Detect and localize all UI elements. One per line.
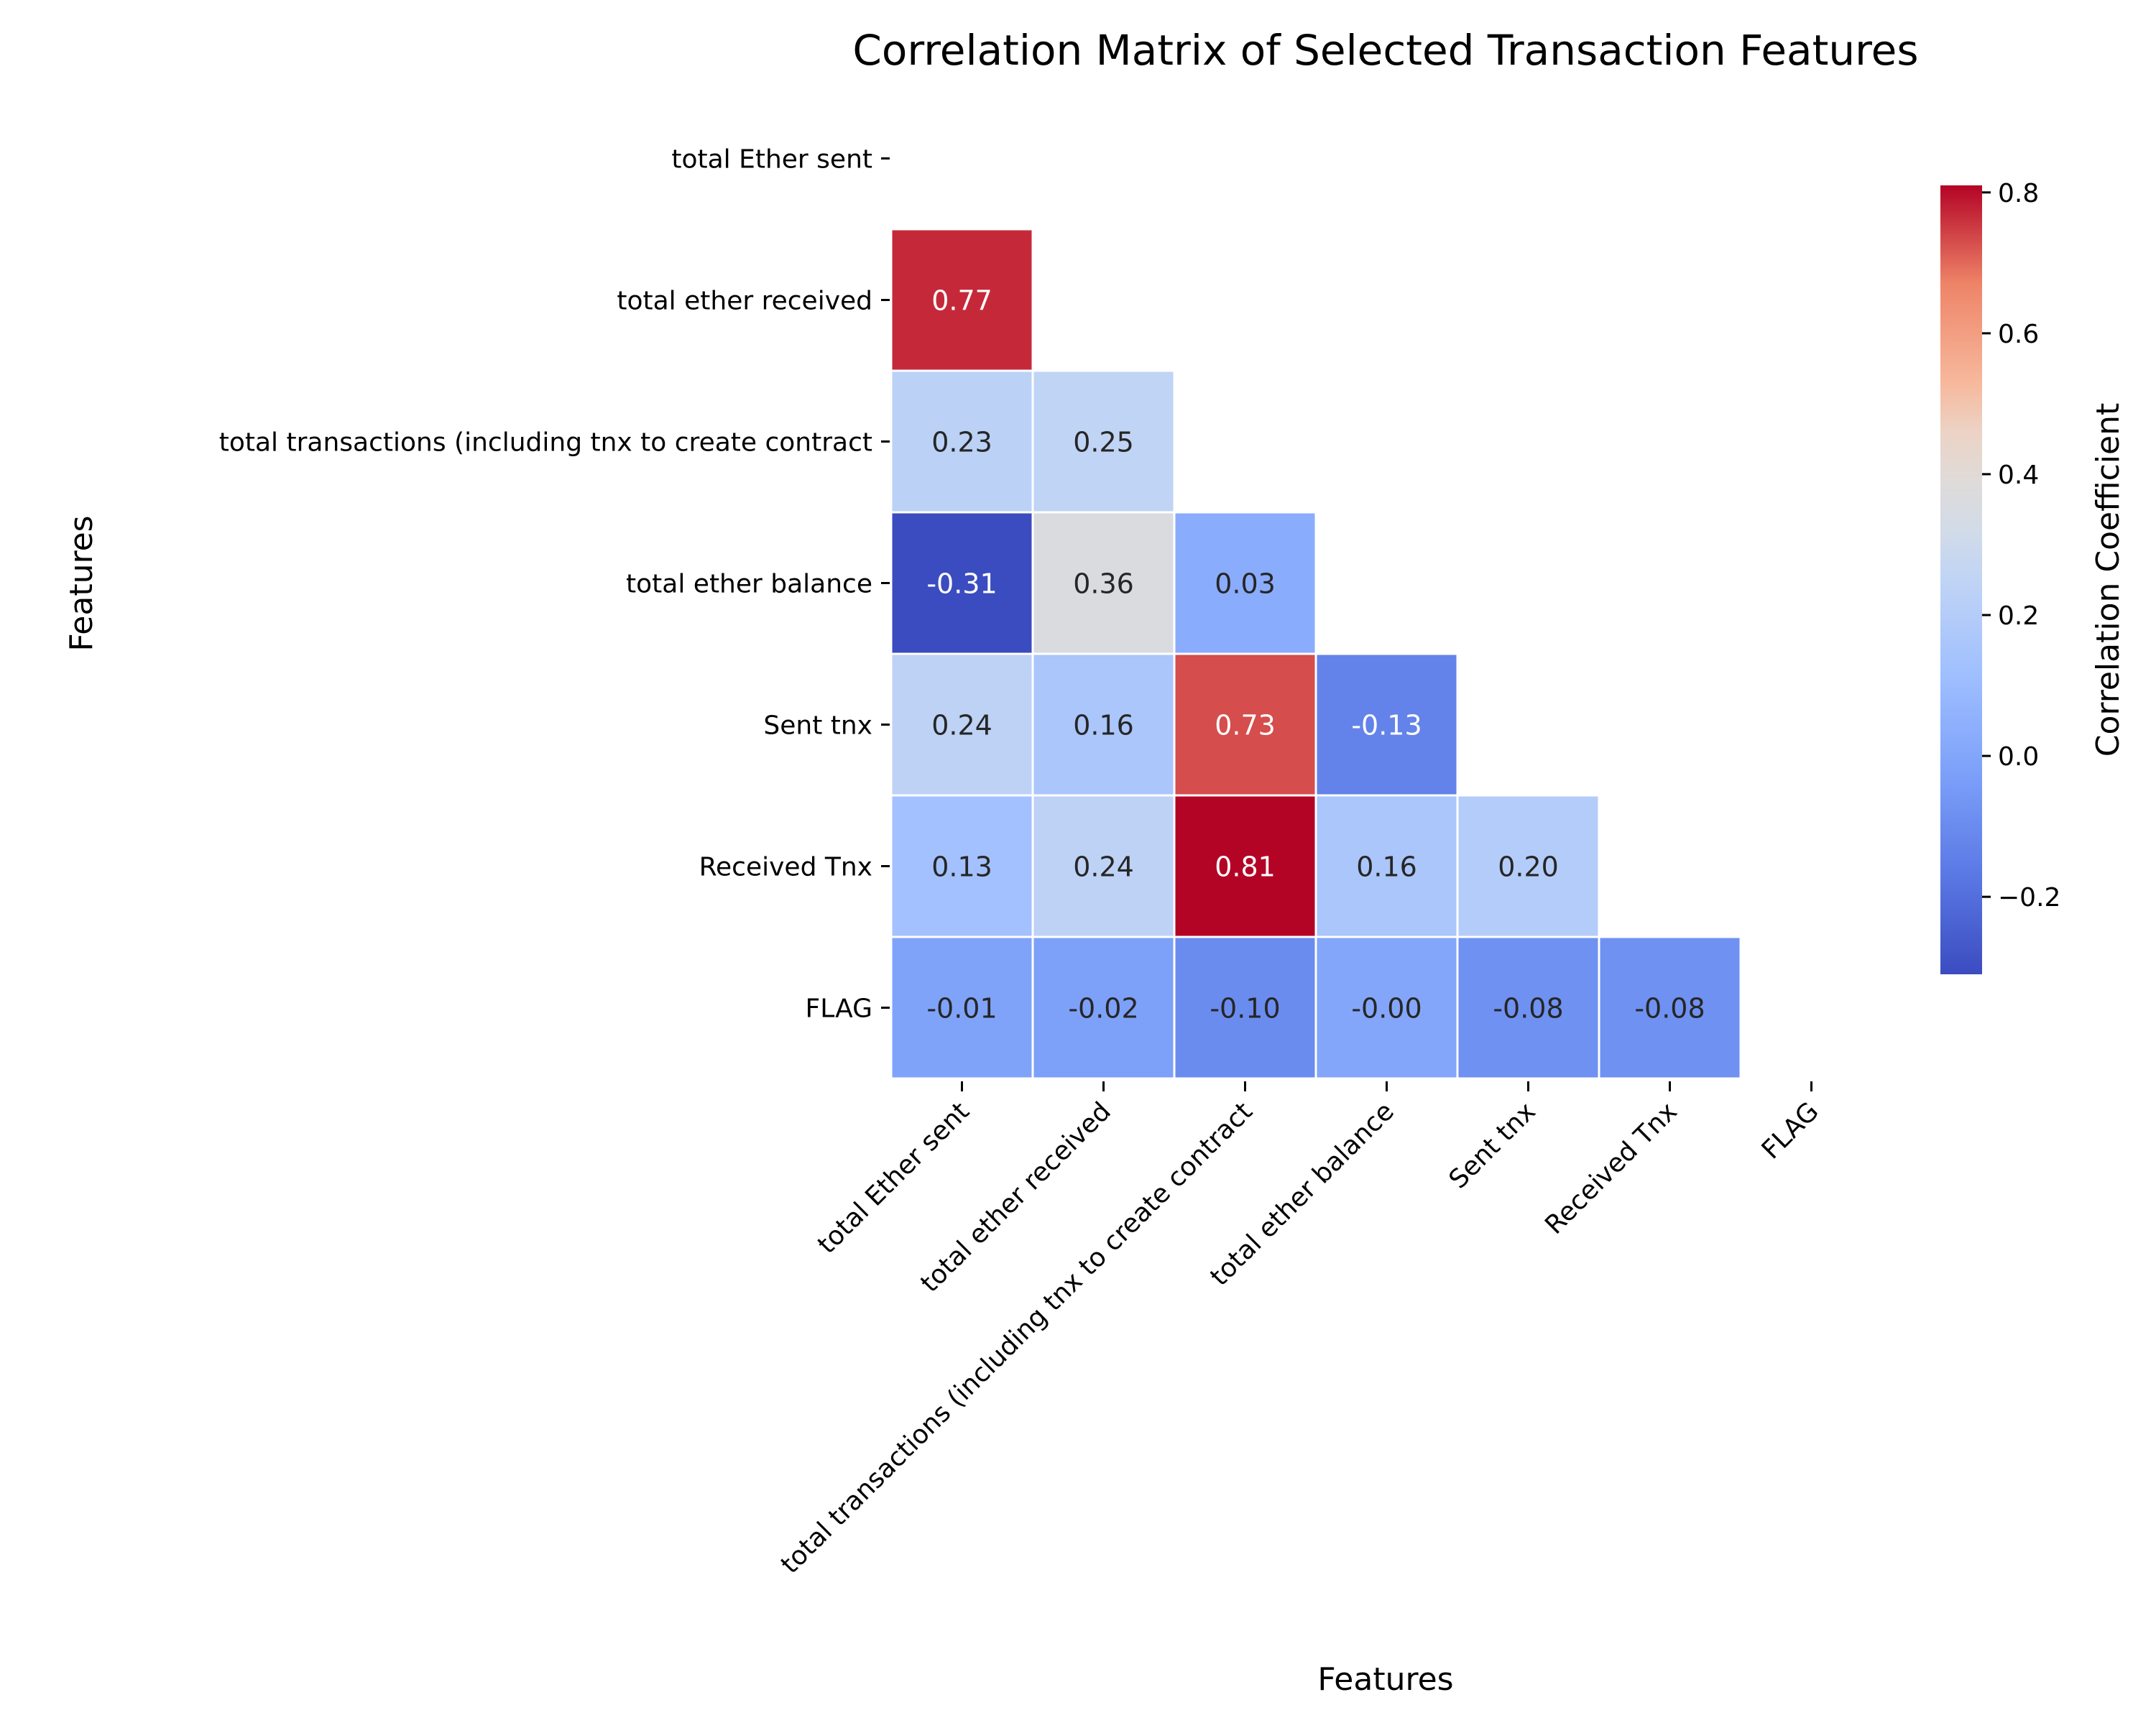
cell-value-r4-c2: 0.73 bbox=[1215, 710, 1276, 741]
x-tick-label-2: total transactions (including tnx to cre… bbox=[775, 1096, 1258, 1579]
heatmap-cell-r2-c0 bbox=[890, 369, 1034, 514]
cell-value-r4-c1: 0.16 bbox=[1073, 710, 1134, 741]
heatmap-cell-r4-c3 bbox=[1314, 652, 1459, 797]
cell-value-r2-c1: 0.25 bbox=[1073, 427, 1134, 458]
cell-value-r5-c0: 0.13 bbox=[931, 851, 992, 883]
heatmap-cell-r5-c1 bbox=[1031, 794, 1176, 938]
heatmap-cell-r5-c3 bbox=[1314, 794, 1459, 938]
colorbar-tick-label-1: 0.6 bbox=[1998, 320, 2039, 349]
cell-value-r6-c0: -0.01 bbox=[926, 993, 997, 1025]
cell-value-r5-c1: 0.24 bbox=[1073, 851, 1134, 883]
cell-value-r6-c5: -0.08 bbox=[1634, 993, 1705, 1025]
colorbar-tick-label-2: 0.4 bbox=[1998, 461, 2039, 490]
x-tick-label-6: FLAG bbox=[1756, 1096, 1825, 1165]
heatmap-cell-r6-c3 bbox=[1314, 935, 1459, 1080]
x-tick-label-0: total Ether sent bbox=[812, 1096, 975, 1260]
heatmap-cells bbox=[890, 228, 1742, 1080]
y-tick-label-3: total ether balance bbox=[626, 570, 872, 599]
colorbar-tick-label-0: 0.8 bbox=[1998, 179, 2039, 208]
x-axis-label: Features bbox=[1317, 1661, 1453, 1698]
heatmap-cell-r6-c0 bbox=[890, 935, 1034, 1080]
x-tick-label-4: Sent tnx bbox=[1444, 1096, 1542, 1194]
y-tick-label-4: Sent tnx bbox=[763, 711, 872, 741]
cell-value-r6-c4: -0.08 bbox=[1493, 993, 1563, 1025]
colorbar-tick-label-5: −0.2 bbox=[1998, 883, 2060, 912]
cell-value-r3-c1: 0.36 bbox=[1073, 568, 1134, 600]
cell-value-r4-c3: -0.13 bbox=[1351, 710, 1422, 741]
y-tick-label-2: total transactions (including tnx to cre… bbox=[219, 428, 872, 458]
colorbar-tick-label-3: 0.2 bbox=[1998, 601, 2039, 631]
cell-value-r1-c0: 0.77 bbox=[931, 285, 992, 317]
heatmap-cell-r6-c4 bbox=[1456, 935, 1600, 1080]
heatmap-cell-r3-c2 bbox=[1173, 511, 1317, 655]
cell-value-r5-c2: 0.81 bbox=[1215, 851, 1276, 883]
colorbar-tick-label-4: 0.0 bbox=[1998, 742, 2039, 772]
chart-title: Correlation Matrix of Selected Transacti… bbox=[852, 26, 1918, 75]
heatmap-cell-r1-c0 bbox=[890, 228, 1034, 372]
cell-value-r5-c4: 0.20 bbox=[1498, 851, 1559, 883]
heatmap-cell-r6-c2 bbox=[1173, 935, 1317, 1080]
y-tick-label-5: Received Tnx bbox=[699, 853, 872, 882]
cell-value-r4-c0: 0.24 bbox=[931, 710, 992, 741]
cell-value-r6-c3: -0.00 bbox=[1351, 993, 1422, 1025]
y-tick-label-1: total ether received bbox=[617, 287, 872, 316]
cell-annotations: 0.77 0.23 0.25 -0.31 0.36 0.03 0.24 0.16 0.73 -0.… bbox=[926, 285, 1705, 1025]
cell-value-r5-c3: 0.16 bbox=[1356, 851, 1417, 883]
colorbar: 0.8 0.6 0.4 0.2 0.0 −0.2 Correlation Coeffici… bbox=[1940, 179, 2127, 974]
y-tick-label-6: FLAG bbox=[806, 994, 872, 1024]
heatmap-cell-r5-c4 bbox=[1456, 794, 1600, 938]
colorbar-gradient bbox=[1940, 185, 1982, 974]
cell-value-r3-c2: 0.03 bbox=[1215, 568, 1276, 600]
y-axis-label: Features bbox=[63, 515, 100, 651]
cell-value-r3-c0: -0.31 bbox=[926, 568, 997, 600]
cell-value-r6-c1: -0.02 bbox=[1068, 993, 1138, 1025]
heatmap-cell-r6-c5 bbox=[1598, 935, 1742, 1080]
colorbar-label: Correlation Coefficient bbox=[2090, 403, 2127, 757]
heatmap-cell-r6-c1 bbox=[1031, 935, 1176, 1080]
heatmap-cell-r4-c1 bbox=[1031, 652, 1176, 797]
cell-value-r2-c0: 0.23 bbox=[931, 427, 992, 458]
y-tick-label-0: total Ether sent bbox=[671, 145, 872, 175]
cell-value-r6-c2: -0.10 bbox=[1210, 993, 1280, 1025]
y-axis-ticks: total Ether sent total ether received tota… bbox=[219, 145, 890, 1024]
colorbar-ticks: 0.8 0.6 0.4 0.2 0.0 −0.2 bbox=[1982, 179, 2060, 912]
x-tick-label-5: Received Tnx bbox=[1539, 1096, 1683, 1240]
heatmap-cell-r3-c0 bbox=[890, 511, 1034, 655]
heatmap-cell-r2-c1 bbox=[1031, 369, 1176, 514]
